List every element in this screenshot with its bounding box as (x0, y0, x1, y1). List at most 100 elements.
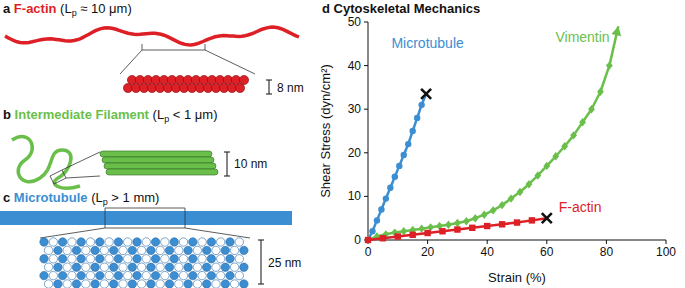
data-point (380, 235, 386, 241)
tubulin (72, 280, 80, 288)
tubulin (235, 238, 243, 246)
title: Cytoskeletal Mechanics (334, 1, 481, 16)
data-point (374, 217, 380, 223)
data-point (606, 61, 613, 69)
tubulin (147, 246, 155, 254)
panel-name: F-actin (14, 1, 57, 16)
tubulin (91, 263, 99, 271)
tubulin (147, 280, 155, 288)
x-tick-label: 0 (365, 245, 372, 259)
filament (0, 211, 292, 225)
tubulin (212, 246, 220, 254)
data-point (481, 211, 488, 219)
tubulin (193, 280, 201, 288)
tubulin (142, 271, 150, 279)
tubulin (114, 271, 122, 279)
tubulin (165, 246, 173, 254)
tubulin (44, 263, 52, 271)
tubulin (217, 271, 225, 279)
tubulin (175, 246, 183, 254)
persistence-length: < 1 μm) (169, 107, 217, 122)
y-tick-label: 30 (348, 102, 362, 116)
data-point (499, 201, 506, 209)
tubulin (86, 271, 94, 279)
tubulin (82, 280, 90, 288)
data-point (597, 88, 604, 96)
series-2 (365, 213, 552, 243)
zoom-lines (40, 208, 250, 238)
tubulin (175, 263, 183, 271)
data-point (579, 118, 586, 126)
tubulin (44, 280, 52, 288)
plot-area (365, 26, 622, 244)
protofilament (102, 157, 214, 163)
y-axis-label: Shear Stress (dyn/cm²) (318, 64, 333, 198)
tubulin (198, 271, 206, 279)
protofilament (104, 163, 216, 169)
tubulin (165, 263, 173, 271)
series-label: F-actin (559, 199, 602, 215)
tubulin (40, 255, 48, 263)
tubulin (221, 263, 229, 271)
tubulin (110, 280, 118, 288)
x-axis-label: Strain (%) (488, 270, 546, 285)
tubulin (100, 280, 108, 288)
tubulin (151, 271, 159, 279)
tubulin (49, 238, 57, 246)
panel-letter: d (322, 1, 330, 16)
series-label: Microtubule (391, 35, 464, 51)
tubulin (54, 280, 62, 288)
tubulin (124, 271, 132, 279)
y-tick (364, 152, 368, 153)
tubulin (240, 263, 248, 271)
tubulin (137, 246, 145, 254)
data-point (410, 128, 416, 134)
tubulin (77, 271, 85, 279)
tubulin (207, 271, 215, 279)
protofilament (106, 169, 218, 175)
tubulin (230, 246, 238, 254)
panel-letter: c (3, 190, 10, 205)
data-point (365, 236, 372, 244)
scale-label: 8 nm (277, 81, 304, 95)
filament (12, 137, 80, 189)
persistence-length: > 1 mm) (108, 190, 160, 205)
x-tick-label: 80 (600, 245, 614, 259)
tubulin (170, 255, 178, 263)
tubulin (147, 263, 155, 271)
tubulin (151, 238, 159, 246)
tubulin (212, 280, 220, 288)
tubulin (128, 263, 136, 271)
scale-bar (224, 152, 230, 176)
tubulin (96, 238, 104, 246)
y-tick-label: 10 (348, 189, 362, 203)
y-tick-label: 40 (348, 59, 362, 73)
tubulin (110, 246, 118, 254)
tubulin (161, 271, 169, 279)
tubulin (203, 263, 211, 271)
y-tick-label: 50 (348, 15, 362, 29)
x-tick-label: 100 (656, 245, 676, 259)
data-point (499, 221, 505, 227)
data-point (454, 226, 460, 232)
filament (5, 27, 299, 45)
tubulin (105, 238, 113, 246)
data-point (396, 163, 402, 169)
data-point (514, 219, 520, 225)
tubulin (91, 280, 99, 288)
data-point (365, 237, 371, 243)
tubulin (63, 280, 71, 288)
data-point (529, 217, 535, 223)
tubulin (203, 280, 211, 288)
data-point (472, 214, 479, 222)
persistence-length: ≈ 10 μm) (77, 1, 132, 16)
tubulin (68, 255, 76, 263)
tubulin (96, 255, 104, 263)
chart-title: d Cytoskeletal Mechanics (322, 1, 480, 16)
tubulin (137, 263, 145, 271)
tubulin (105, 271, 113, 279)
tubulin (156, 246, 164, 254)
tubulin (54, 263, 62, 271)
tubulin (221, 246, 229, 254)
panel-name: Microtubule (14, 190, 88, 205)
